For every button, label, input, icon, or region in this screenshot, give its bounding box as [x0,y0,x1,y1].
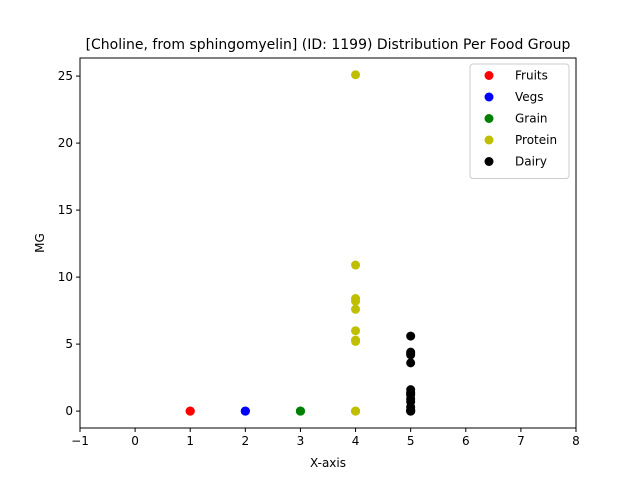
data-points [185,70,416,416]
point-dairy [406,358,416,368]
x-tick-label: 0 [131,434,139,448]
x-tick-label: 2 [242,434,250,448]
legend-marker-vegs [484,92,494,102]
point-protein [351,406,361,416]
point-protein [351,260,361,270]
legend-box [469,63,570,179]
y-tick-label: 10 [58,270,73,284]
x-tick-label: 6 [462,434,470,448]
point-protein [351,70,361,80]
legend: Fruits Vegs Grain Protein Dairy [469,63,570,179]
series-grain [295,406,305,416]
x-tick-label: 7 [517,434,525,448]
point-dairy [406,350,416,360]
y-tick-label: 5 [65,337,73,351]
point-dairy [406,331,416,341]
x-tick-label: 1 [186,434,194,448]
point-protein [351,326,361,336]
point-vegs [240,406,250,416]
legend-label-grain: Grain [515,112,548,126]
point-protein [351,296,361,306]
x-tick-label: 8 [572,434,580,448]
x-tick-label: −1 [71,434,89,448]
point-fruits [185,406,195,416]
legend-label-fruits: Fruits [515,69,548,83]
x-axis-label: X-axis [310,456,346,470]
legend-label-protein: Protein [515,133,557,147]
y-axis-label: MG [33,233,47,253]
x-tick-label: 4 [352,434,360,448]
series-protein [351,70,361,416]
series-vegs [240,406,250,416]
y-tick-label: 0 [65,404,73,418]
point-dairy [406,406,416,416]
series-dairy [406,331,416,416]
legend-marker-fruits [484,71,494,80]
axes: −1 0 1 2 3 4 5 6 7 8 0 5 10 15 20 25 [58,69,580,448]
plot-frame [79,57,577,429]
legend-marker-dairy [484,157,494,166]
legend-label-vegs: Vegs [515,90,544,104]
y-tick-label: 25 [58,69,73,83]
legend-marker-protein [484,135,494,145]
legend-label-dairy: Dairy [515,155,547,169]
point-grain [295,406,305,416]
y-tick-label: 15 [58,203,73,217]
x-tick-label: 5 [407,434,415,448]
y-tick-label: 20 [58,136,73,150]
point-protein [351,304,361,314]
series-fruits [185,406,195,416]
chart-title: [Choline, from sphingomyelin] (ID: 1199)… [86,37,571,53]
legend-marker-grain [484,114,494,123]
point-protein [351,336,361,346]
x-tick-label: 3 [297,434,305,448]
